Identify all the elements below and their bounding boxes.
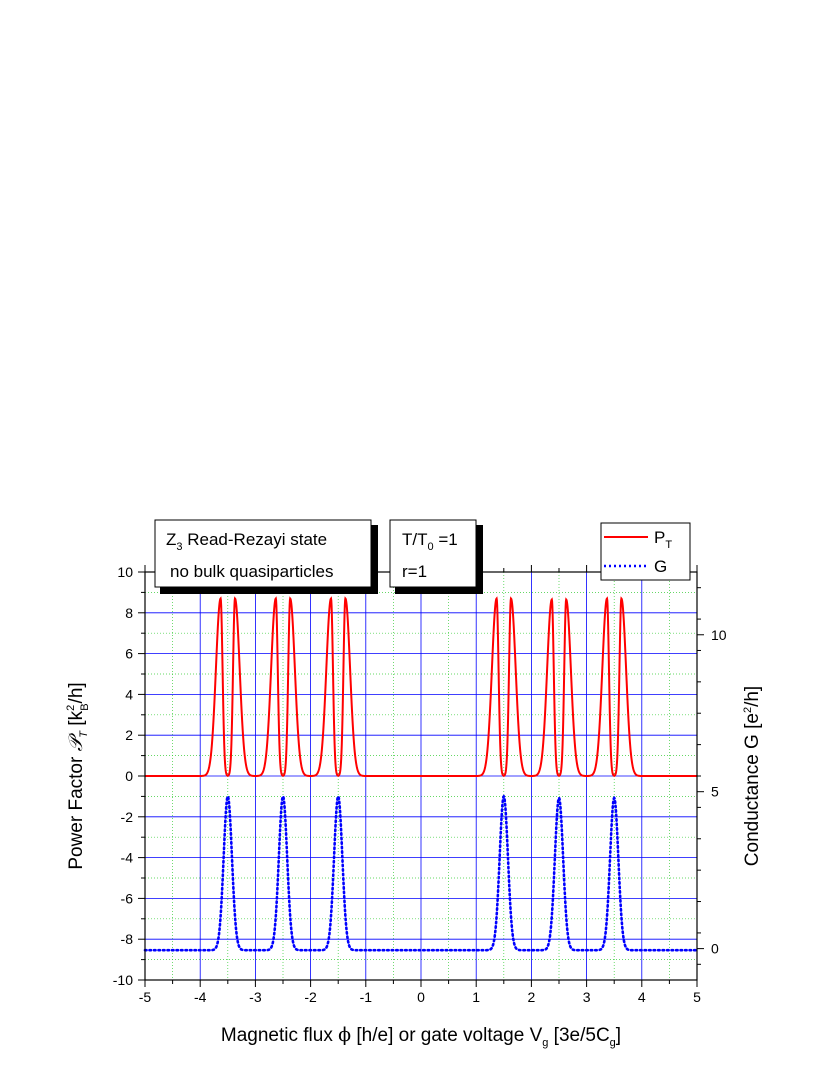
y-tick-label: 4 — [125, 686, 133, 702]
legend-label-power-factor: PT — [654, 528, 672, 551]
legend-label-conductance: G — [654, 557, 667, 576]
state-annotation-line2: no bulk quasiparticles — [170, 562, 333, 581]
x-tick-label: -2 — [304, 989, 317, 1005]
x-tick-label: -5 — [139, 989, 152, 1005]
legend: PT G — [600, 522, 691, 581]
x-tick-label: 3 — [583, 989, 591, 1005]
series-layer — [143, 596, 699, 952]
series-line-conductance — [143, 794, 699, 952]
x-tick-label: 0 — [417, 989, 425, 1005]
x-tick-label: 5 — [693, 989, 701, 1005]
y-tick-label: 6 — [125, 646, 133, 662]
x-axis-title: Magnetic flux ϕ [h/e] or gate voltage Vg… — [221, 1024, 621, 1049]
state-annotation-line1: Z3 Read-Rezayi state — [166, 530, 327, 553]
state-annotation-box: Z3 Read-Rezayi state no bulk quasipartic… — [154, 519, 378, 594]
x-tick-label: -4 — [194, 989, 207, 1005]
y-tick-label: 10 — [117, 564, 133, 580]
series-line-power-factor — [145, 596, 697, 777]
y2-tick-label: 0 — [711, 941, 719, 957]
x-tick-label: 2 — [528, 989, 536, 1005]
params-annotation-box: T/T0 =1 r=1 — [389, 519, 483, 594]
y-tick-label: -4 — [121, 850, 134, 866]
params-annotation-line2: r=1 — [402, 562, 427, 581]
y2-tick-label: 10 — [711, 627, 727, 643]
y-tick-label: 8 — [125, 605, 133, 621]
x-tick-label: 4 — [638, 989, 646, 1005]
y-tick-label: 0 — [125, 768, 133, 784]
x-tick-label: -1 — [360, 989, 373, 1005]
y2-axis-title: Conductance G [e2/h] — [742, 686, 763, 866]
params-annotation-line1: T/T0 =1 — [402, 530, 458, 553]
y-tick-label: -6 — [121, 890, 134, 906]
x-tick-label: -3 — [249, 989, 262, 1005]
y-axis-title: Power Factor 𝒫T [k2 B/h] — [65, 682, 91, 869]
x-tick-label: 1 — [472, 989, 480, 1005]
y-tick-label: 2 — [125, 727, 133, 743]
y-tick-label: -10 — [113, 972, 133, 988]
y-tick-label: -2 — [121, 809, 134, 825]
y-tick-label: -8 — [121, 931, 134, 947]
y2-tick-label: 5 — [711, 784, 719, 800]
